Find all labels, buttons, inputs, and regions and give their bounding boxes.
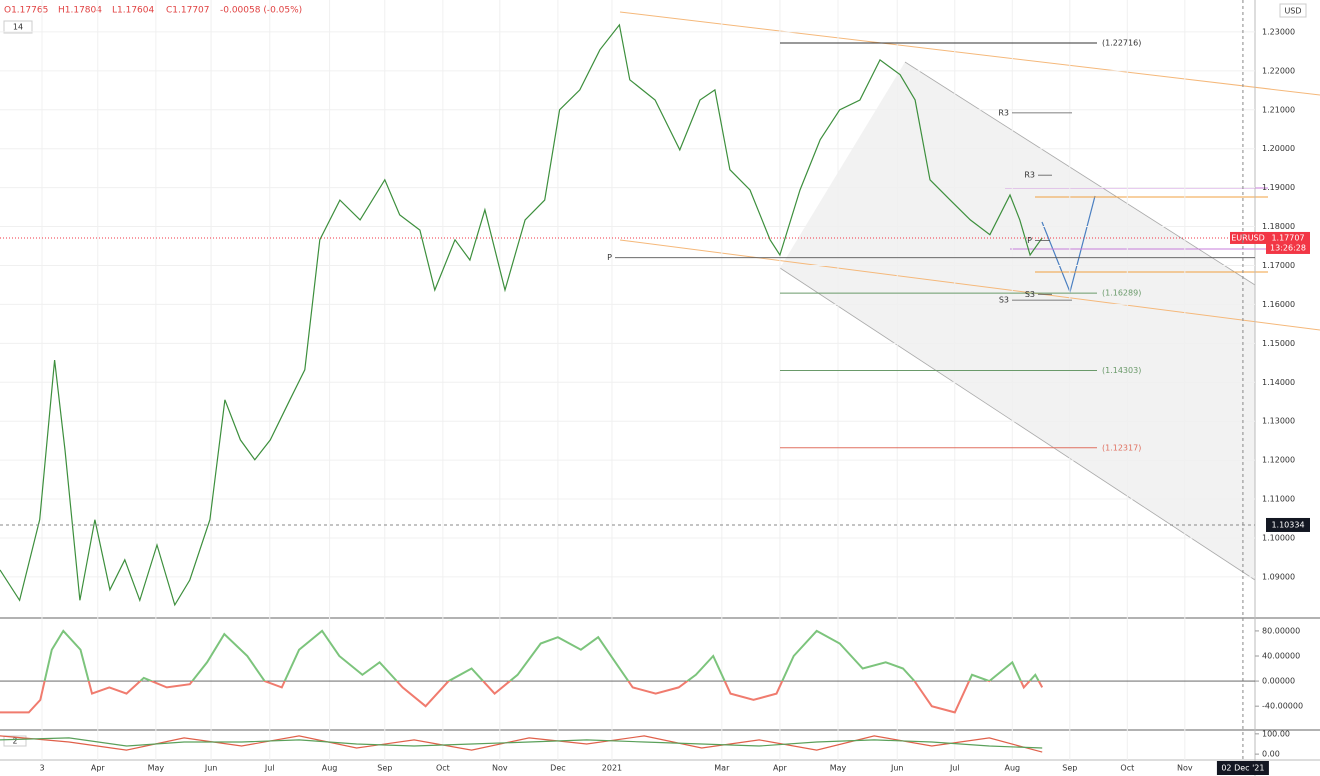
ohlc-open: O1.17765 (4, 6, 48, 16)
crosshair-label: 1.10334 (1271, 520, 1304, 529)
x-tick-label: Sep (1062, 764, 1077, 773)
pivot-label: S3 (1025, 290, 1035, 299)
countdown: 13:26:28 (1270, 243, 1306, 252)
level-label: (1.22716) (1102, 38, 1141, 47)
y-tick-label: 1.15000 (1262, 339, 1295, 348)
trend-line (619, 11, 1320, 96)
y-tick-label: 0.00000 (1262, 677, 1295, 686)
y-tick-label: 1.12000 (1262, 456, 1295, 465)
x-tick-label: Jun (204, 764, 218, 773)
crosshair-date: 02 Dec '21 (1221, 764, 1264, 773)
currency[interactable]: USD (1284, 7, 1301, 16)
x-tick-label: Jun (890, 764, 904, 773)
x-tick-label: Aug (322, 764, 338, 773)
date-box (1216, 761, 1269, 775)
ohlc-high: H1.17804 (58, 6, 102, 16)
y-tick-label: 1.18000 (1262, 222, 1295, 231)
pane-badge[interactable]: 2 (12, 737, 17, 746)
pivot-label: P (607, 253, 612, 262)
channel-edge (904, 61, 1256, 286)
symbol-label: EURUSD (1231, 233, 1265, 242)
y-tick-label: 1.23000 (1262, 27, 1295, 36)
pivot-label: R3 (998, 108, 1009, 117)
series-line (0, 735, 1043, 753)
ohlc-change: -0.00058 (-0.05%) (220, 6, 302, 16)
y-tick-label: 1.11000 (1262, 495, 1295, 504)
x-tick-label: May (148, 764, 165, 773)
series-line (0, 737, 1043, 749)
series-line (0, 629, 1044, 714)
x-tick-label: Aug (1004, 764, 1020, 773)
level-label: (1.12317) (1102, 443, 1141, 452)
x-tick-label: Oct (1120, 764, 1134, 773)
x-tick-label: 2021 (602, 764, 622, 773)
x-tick-label: Nov (492, 764, 508, 773)
last-price-label: 1.17707 (1271, 233, 1304, 242)
crosshair-box (1266, 517, 1310, 532)
level-label: (1.16289) (1102, 289, 1141, 298)
symbol-box (1230, 231, 1266, 244)
y-tick-label: 1.09000 (1262, 572, 1295, 581)
y-tick-label: 1.21000 (1262, 105, 1295, 114)
y-tick-label: 1.17000 (1262, 261, 1295, 270)
x-tick-label: May (830, 764, 847, 773)
currency-box[interactable] (1279, 3, 1307, 18)
price-box (1266, 231, 1310, 254)
pivot-label: P (1027, 236, 1032, 245)
y-tick-label: 1.16000 (1262, 300, 1295, 309)
ohlc-low: L1.17604 (112, 6, 155, 16)
x-tick-label: Apr (91, 764, 106, 773)
y-tick-label: 1.14000 (1262, 378, 1295, 387)
regression-channel (780, 62, 1255, 580)
x-tick-label: Mar (714, 764, 730, 773)
indicator-badge[interactable]: 14 (13, 23, 23, 32)
x-tick-label: 3 (39, 764, 44, 773)
badge-box[interactable] (3, 735, 27, 747)
y-tick-label: 80.00000 (1262, 626, 1300, 635)
ohlc-close: C1.17707 (166, 6, 210, 16)
pivot-label: S3 (999, 296, 1009, 305)
trend-line (619, 239, 1320, 331)
pivot-label: R3 (1024, 171, 1035, 180)
series-line (0, 23, 1043, 607)
badge-box[interactable] (3, 20, 33, 34)
x-tick-label: Jul (264, 764, 275, 773)
x-tick-label: Apr (773, 764, 788, 773)
x-tick-label: Nov (1177, 764, 1193, 773)
y-tick-label: 100.00 (1262, 729, 1290, 738)
y-tick-label: 40.00000 (1262, 652, 1300, 661)
y-tick-label: -40.00000 (1262, 702, 1303, 711)
y-tick-label: 1.20000 (1262, 144, 1295, 153)
x-tick-label: Dec (550, 764, 565, 773)
y-tick-label: 1.10000 (1262, 533, 1295, 542)
y-tick-label: 1.22000 (1262, 66, 1295, 75)
level-label: (1.14303) (1102, 366, 1141, 375)
x-tick-label: Sep (377, 764, 392, 773)
x-tick-label: Oct (436, 764, 450, 773)
y-tick-label: 0.00 (1262, 750, 1280, 759)
y-tick-label: 1.13000 (1262, 417, 1295, 426)
channel-edge (779, 267, 1256, 581)
x-tick-label: Jul (949, 764, 960, 773)
y-tick-label: 1.19000 (1262, 183, 1295, 192)
